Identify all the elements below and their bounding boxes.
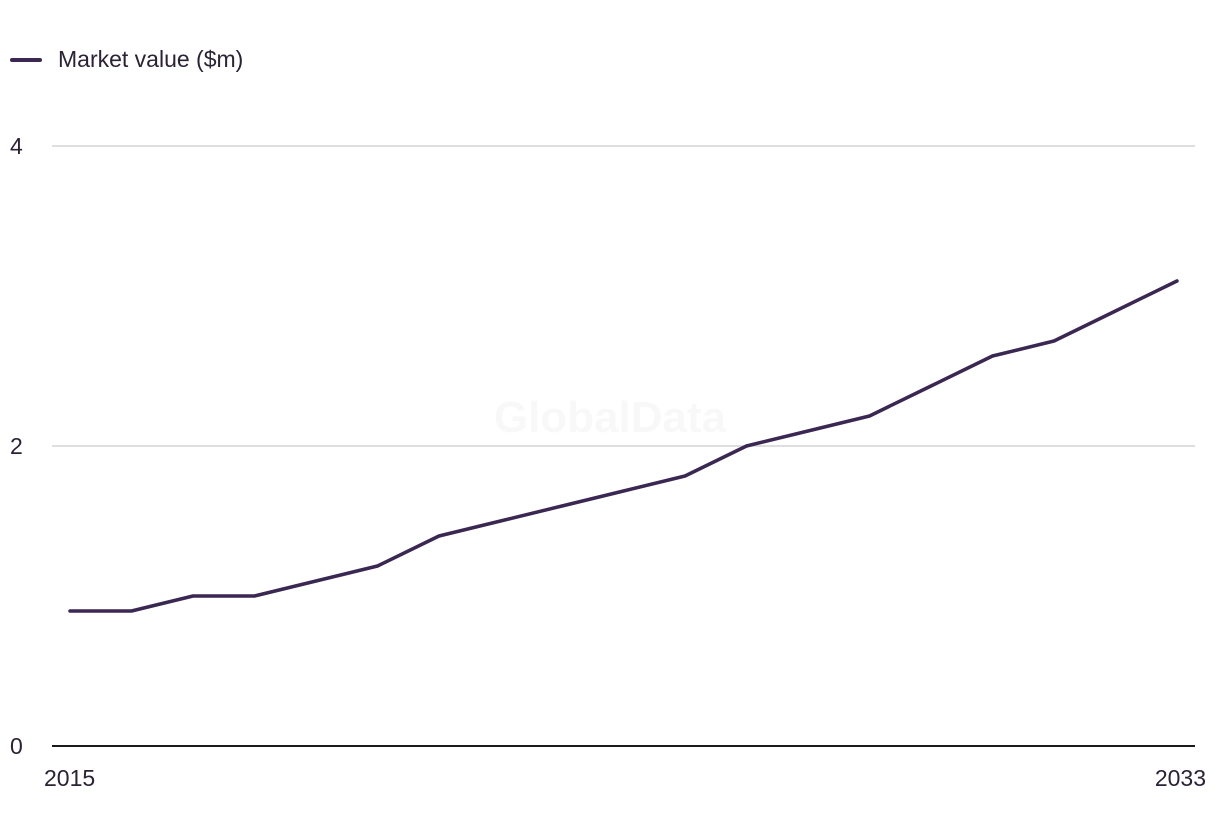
y-tick-label-2: 2: [10, 433, 23, 459]
legend-swatch: [10, 57, 42, 62]
data-point-2020: [376, 564, 379, 568]
y-axis-ticks: 0 2 4: [10, 133, 23, 759]
data-point-2032: [1114, 309, 1117, 313]
data-point-2018: [253, 594, 256, 598]
data-point-2026: [745, 444, 748, 448]
data-point-2027: [806, 429, 810, 433]
data-point-2017: [191, 594, 195, 598]
data-point-2015: [68, 609, 72, 613]
data-point-2021: [437, 534, 441, 538]
data-point-2029: [929, 384, 933, 388]
y-tick-label-4: 4: [10, 133, 23, 159]
y-tick-label-0: 0: [10, 733, 23, 759]
series-group: [68, 279, 1179, 613]
x-tick-label-2033: 2033: [1155, 765, 1206, 791]
data-point-2030: [991, 354, 994, 358]
data-point-2024: [622, 489, 625, 493]
data-point-2028: [868, 414, 871, 418]
data-point-2016: [130, 609, 133, 613]
data-point-2023: [560, 504, 564, 508]
data-point-2022: [499, 519, 502, 523]
data-point-2025: [683, 474, 687, 478]
legend-label: Market value ($m): [58, 46, 244, 72]
gridlines: [52, 145, 1195, 747]
watermark-text: GlobalData: [494, 393, 727, 442]
x-axis-ticks: 2015 2033: [44, 765, 1206, 791]
data-point-2031: [1052, 339, 1056, 343]
data-point-2019: [314, 579, 318, 583]
data-point-2033: [1175, 279, 1179, 283]
x-tick-label-2015: 2015: [44, 765, 95, 791]
legend: Market value ($m): [10, 46, 243, 73]
